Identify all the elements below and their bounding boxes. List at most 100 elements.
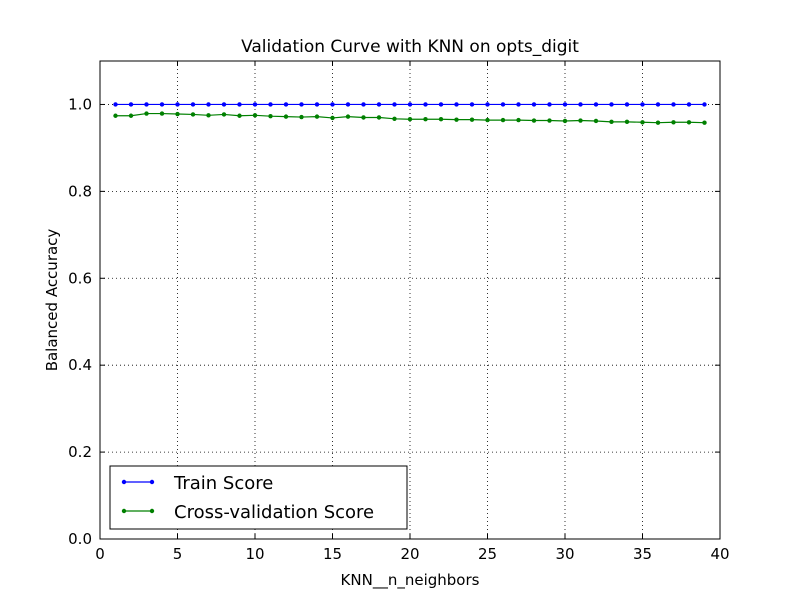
data-point-cv [268,113,273,119]
data-point-train [376,102,382,107]
data-point-train [469,102,475,107]
data-point-train [624,102,630,107]
data-point-cv [299,114,304,120]
legend-marker-cv [149,508,155,514]
data-point-train [686,102,692,107]
data-point-train [593,102,599,107]
data-point-cv [113,113,118,118]
data-point-cv [531,118,537,123]
x-tick-label: 5 [173,545,183,563]
data-point-cv [376,115,382,120]
data-point-cv [593,118,599,124]
chart-title: Validation Curve with KNN on opts_digit [241,37,579,57]
data-point-cv [361,115,366,120]
data-point-train [578,102,583,107]
y-tick-label: 0.8 [68,182,92,200]
data-point-train [609,102,614,107]
x-tick-label: 35 [633,545,652,563]
x-tick-label: 10 [245,545,264,563]
legend-label-train: Train Score [173,473,273,494]
data-point-cv [314,114,320,119]
data-point-cv [159,111,165,116]
y-tick-label: 0.6 [68,269,92,287]
data-point-train [144,102,149,107]
x-tick-label: 30 [555,545,574,563]
data-point-train [345,102,351,107]
data-point-train [221,102,227,107]
data-point-train [330,102,335,107]
data-point-train [206,102,211,107]
data-point-cv [221,112,227,117]
plot-frame [99,60,721,540]
data-point-cv [206,113,211,118]
plot-series [113,102,707,125]
axis-ticks: 0 5 10 15 20 25 30 35 40 0.0 0.2 0.4 0.6 0.8 1.0 [68,61,730,563]
x-tick-label: 20 [400,545,419,563]
legend-label-cv: Cross-validation Score [174,502,374,523]
data-point-train [299,102,304,107]
legend-marker-cv [121,508,127,514]
data-point-cv [702,120,707,125]
data-point-cv [190,112,196,117]
data-point-train [500,102,506,107]
data-point-train [407,102,413,107]
legend-marker-train [149,479,155,485]
data-point-train [361,102,366,107]
data-point-cv [640,120,645,125]
data-point-cv [283,114,289,119]
data-point-cv [500,117,506,123]
data-point-train [159,102,165,107]
y-tick-label: 1.0 [68,95,92,113]
data-point-cv [562,118,568,124]
x-axis-label: KNN__n_neighbors [341,571,480,590]
data-point-cv [454,117,459,122]
data-point-train [252,102,258,107]
data-point-train [562,102,568,107]
data-point-train [190,102,196,107]
x-tick-label: 25 [478,545,497,563]
data-point-cv [438,117,444,122]
data-point-train [128,102,134,107]
data-point-cv [237,113,242,118]
data-point-cv [655,120,661,125]
x-tick-label: 0 [95,545,105,563]
data-point-cv [423,117,428,122]
data-point-train [392,102,397,107]
data-point-train [438,102,444,107]
data-point-train [485,102,490,107]
y-tick-label: 0.0 [68,530,92,548]
legend-marker-train [121,479,127,485]
data-point-train [283,102,289,107]
data-point-cv [609,119,614,125]
x-tick-label: 15 [323,545,342,563]
data-point-train [237,102,242,107]
data-point-train [423,102,428,107]
data-point-cv [128,113,134,118]
data-point-cv [624,119,630,125]
data-point-train [268,102,273,107]
data-point-train [516,102,521,107]
data-point-cv [578,118,583,123]
data-point-train [531,102,537,107]
data-point-train [175,102,180,107]
data-point-cv [175,111,180,117]
data-point-cv [516,117,521,123]
data-point-cv [330,115,335,121]
x-tick-label: 40 [710,545,729,563]
data-point-train [547,102,552,107]
data-point-train [454,102,459,107]
y-axis-label: Balanced Accuracy [43,229,61,372]
data-point-cv [547,118,552,123]
data-point-train [702,102,707,107]
data-point-cv [144,111,149,116]
data-point-cv [407,117,413,122]
data-point-train [113,102,118,107]
data-point-train [671,102,676,107]
data-point-cv [345,114,351,119]
legend: Train Score Cross-validation Score [109,465,408,530]
data-point-cv [469,117,475,122]
data-point-cv [686,120,692,125]
data-point-train [314,102,320,107]
